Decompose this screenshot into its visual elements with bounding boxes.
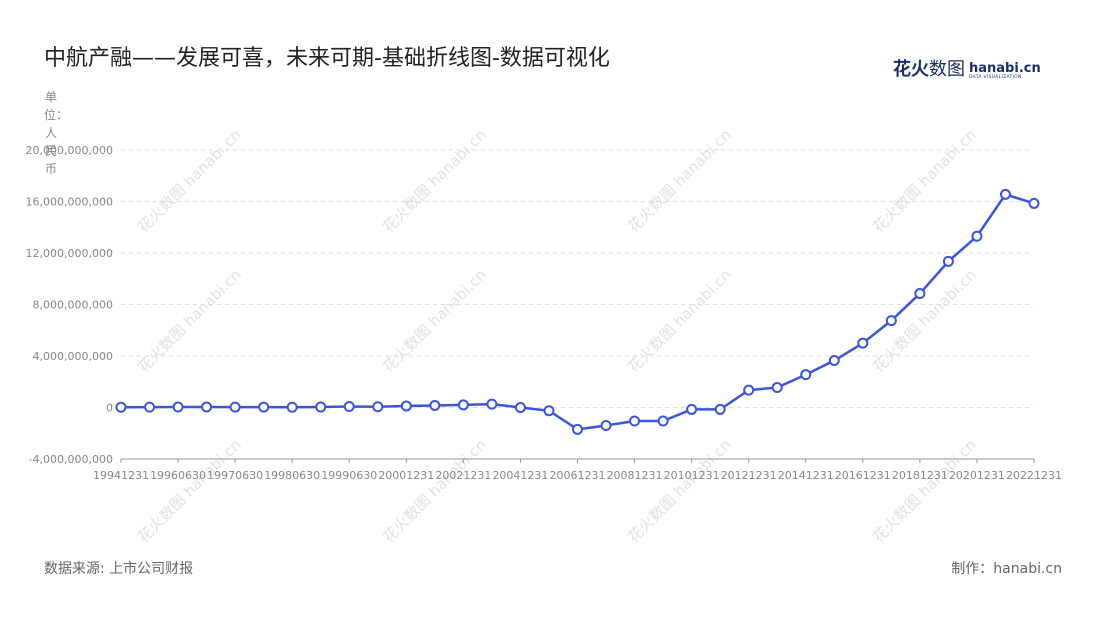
- y-axis-label: 单位：人民币: [44, 90, 69, 176]
- data-point[interactable]: [543, 405, 555, 417]
- data-point[interactable]: [144, 401, 156, 413]
- x-tick-label: 20081231: [607, 469, 663, 482]
- data-point[interactable]: [857, 337, 869, 349]
- x-tick-label: 20021231: [435, 469, 491, 482]
- series-line-group: [120, 193, 1035, 431]
- y-tick-label: 8,000,000,000: [33, 299, 113, 312]
- x-tick-label: 20221231: [1006, 469, 1062, 482]
- data-point[interactable]: [686, 403, 698, 415]
- x-tick-labels: 19941231 19960630 19970630 19980630 19990630…: [93, 469, 1062, 482]
- data-point[interactable]: [229, 401, 241, 413]
- x-tick-label: 20181231: [892, 469, 948, 482]
- data-point[interactable]: [714, 403, 726, 415]
- data-point[interactable]: [657, 415, 669, 427]
- data-source: 数据来源: 上市公司财报: [44, 561, 194, 577]
- x-tick-label: 20161231: [835, 469, 891, 482]
- x-tick-label: 19970630: [207, 469, 263, 482]
- data-point[interactable]: [629, 415, 641, 427]
- data-point[interactable]: [800, 369, 812, 381]
- data-point[interactable]: [572, 423, 583, 435]
- data-point[interactable]: [828, 355, 840, 367]
- y-tick-label: 4,000,000,000: [33, 350, 113, 363]
- data-point[interactable]: [600, 420, 612, 432]
- data-points: [115, 188, 1040, 435]
- x-tick-label: 20141231: [778, 469, 834, 482]
- axes: [120, 458, 1035, 463]
- x-tick-label: 20061231: [550, 469, 606, 482]
- data-point[interactable]: [115, 401, 127, 413]
- logo-chinese: 花火数图: [893, 59, 965, 80]
- data-point[interactable]: [999, 188, 1011, 200]
- credit: 制作：hanabi.cn: [951, 561, 1062, 577]
- y-tick-label: 12,000,000,000: [26, 247, 113, 260]
- x-tick-label: 20101231: [664, 469, 720, 482]
- y-tick-labels: -4,000,000,000 0 4,000,000,000 8,000,000,00…: [26, 144, 113, 466]
- data-point[interactable]: [514, 402, 526, 413]
- data-point[interactable]: [286, 401, 298, 413]
- x-tick-label: 20121231: [721, 469, 777, 482]
- x-tick-label: 20001231: [378, 469, 434, 482]
- x-tick-label: 19990630: [321, 469, 377, 482]
- y-tick-label: 20,000,000,000: [26, 144, 113, 157]
- data-point[interactable]: [429, 399, 441, 411]
- x-tick-label: 19980630: [264, 469, 320, 482]
- logo-english: hanabi.cn DATA VISUALIZATION: [969, 60, 1041, 80]
- x-tick-label: 20041231: [492, 469, 548, 482]
- series-line: [120, 193, 1035, 431]
- data-point[interactable]: [914, 288, 926, 300]
- data-point[interactable]: [372, 401, 384, 413]
- y-tick-label: -4,000,000,000: [29, 453, 113, 466]
- x-tick-label: 19960630: [150, 469, 206, 482]
- data-point[interactable]: [400, 400, 412, 412]
- y-tick-label: 16,000,000,000: [26, 196, 113, 209]
- data-point[interactable]: [172, 401, 184, 413]
- data-point[interactable]: [486, 398, 498, 410]
- data-point[interactable]: [771, 382, 783, 394]
- y-tick-label: 0: [106, 402, 113, 415]
- grid-lines: [121, 149, 1034, 460]
- data-point[interactable]: [942, 255, 954, 267]
- x-tick-label: 20201231: [949, 469, 1005, 482]
- data-point[interactable]: [743, 384, 755, 396]
- data-point[interactable]: [315, 401, 327, 413]
- data-point[interactable]: [885, 315, 897, 327]
- data-point[interactable]: [343, 400, 355, 412]
- data-point[interactable]: [971, 230, 983, 242]
- x-tick-label: 19941231: [93, 469, 149, 482]
- data-point[interactable]: [201, 401, 213, 413]
- data-point[interactable]: [457, 399, 469, 411]
- brand-logo: 花火数图 hanabi.cn DATA VISUALIZATION: [893, 60, 1041, 80]
- data-point[interactable]: [1028, 197, 1040, 209]
- page-title: 中航产融——发展可喜，未来可期-基础折线图-数据可视化: [44, 46, 610, 71]
- data-point[interactable]: [258, 401, 270, 413]
